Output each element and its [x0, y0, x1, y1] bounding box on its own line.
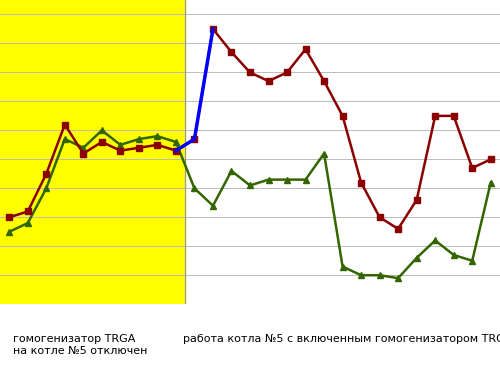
Text: гомогенизатор TRGA
на котле №5 отключен: гомогенизатор TRGA на котле №5 отключен — [14, 334, 147, 356]
Bar — [0, 0, 185, 304]
Text: работа котла №5 с включенным гомогенизатором TRGA: работа котла №5 с включенным гомогенизат… — [183, 334, 500, 344]
